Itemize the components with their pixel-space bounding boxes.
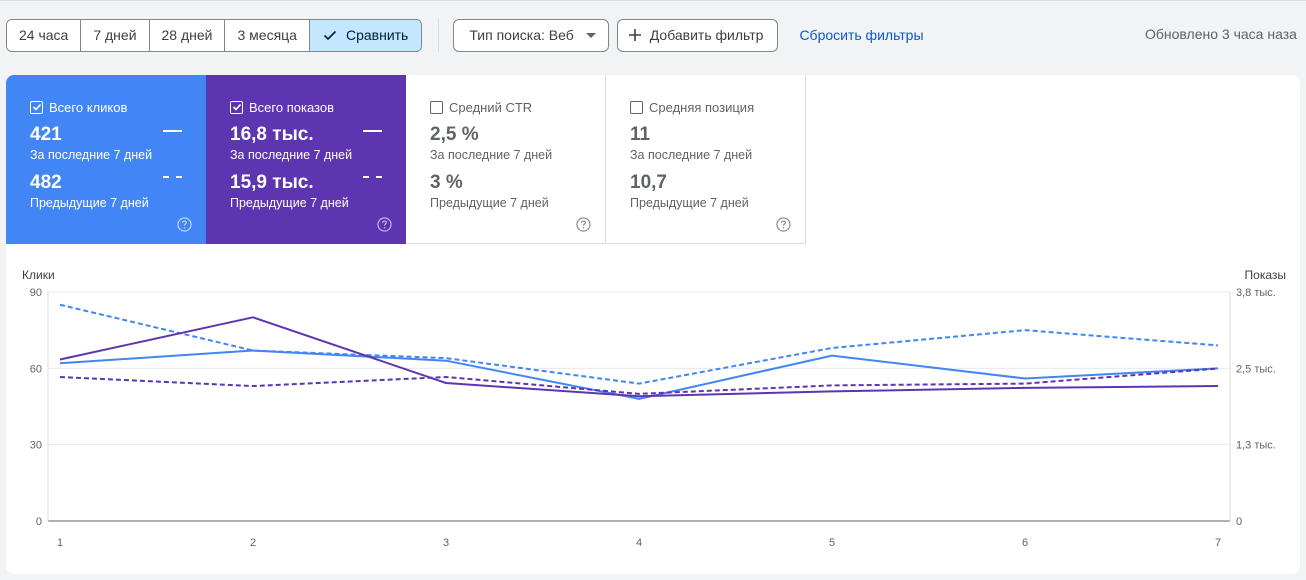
help-icon[interactable] (377, 217, 392, 232)
help-icon[interactable] (177, 217, 192, 232)
metric-value: 11 (630, 124, 651, 145)
metric-average-ctr[interactable]: Средний CTR 2,5 % За последние 7 дней 3 … (406, 75, 606, 244)
metric-total-impressions[interactable]: Всего показов 16,8 тыс. За последние 7 д… (206, 75, 406, 244)
x-tick-label: 1 (57, 537, 63, 549)
metric-previous-period: Предыдущие 7 дней (430, 196, 549, 210)
metric-checkbox[interactable] (30, 100, 43, 114)
add-filter-button[interactable]: Добавить фильтр (616, 18, 779, 52)
right-axis-label: Показы (1245, 268, 1286, 282)
toolbar-divider (438, 18, 440, 52)
metric-title: Всего показов (249, 99, 334, 115)
reset-filters-link[interactable]: Сбросить фильтры (799, 27, 924, 43)
left-tick-label: 60 (30, 363, 42, 375)
metric-period: За последние 7 дней (230, 148, 353, 162)
metric-title-row: Всего показов (230, 99, 406, 115)
compare-button[interactable]: Сравнить (309, 19, 422, 51)
search-type-label: Тип поиска: Веб (469, 27, 574, 43)
metric-previous-value: 3 % (430, 172, 463, 193)
metric-value: 2,5 % (430, 124, 479, 145)
series-line-3 (59, 316, 1219, 398)
legend-solid-line (163, 130, 182, 132)
metric-title-row: Средний CTR (430, 99, 605, 115)
performance-card: Всего кликов 421 За последние 7 дней 482… (6, 75, 1300, 574)
left-tick-label: 0 (36, 516, 42, 528)
metric-value: 421 (30, 124, 62, 145)
x-tick-label: 7 (1215, 537, 1221, 549)
left-axis-label: Клики (22, 268, 55, 282)
check-icon (323, 30, 337, 41)
series-line-2 (59, 303, 1219, 385)
x-tick-label: 3 (443, 537, 449, 549)
range-24h-button[interactable]: 24 часа (7, 19, 82, 51)
x-tick-label: 6 (1022, 537, 1028, 549)
legend-dashed-line (163, 176, 182, 178)
metric-previous-value: 482 (30, 172, 62, 193)
x-tick-label: 4 (636, 537, 642, 549)
metric-title-row: Всего кликов (30, 99, 206, 115)
metric-title: Средняя позиция (649, 99, 755, 115)
metric-title-row: Средняя позиция (630, 99, 805, 115)
help-icon[interactable] (776, 217, 791, 232)
series-line-1 (59, 349, 1219, 400)
metric-average-position[interactable]: Средняя позиция 11 За последние 7 дней 1… (606, 75, 806, 244)
metric-title: Средний CTR (449, 99, 533, 115)
metric-period: За последние 7 дней (30, 148, 153, 162)
metric-checkbox[interactable] (630, 100, 643, 114)
search-type-dropdown[interactable]: Тип поиска: Веб (453, 18, 609, 52)
metric-period: За последние 7 дней (430, 148, 553, 162)
range-3m-button[interactable]: 3 месяца (225, 19, 310, 51)
metric-previous-value: 10,7 (630, 172, 667, 193)
series-line-4 (59, 367, 1219, 395)
metric-period: За последние 7 дней (630, 148, 753, 162)
x-tick-label: 2 (250, 537, 256, 549)
metric-title: Всего кликов (49, 99, 128, 115)
dropdown-arrow-icon (585, 32, 596, 38)
right-tick-label: 1,3 тыс. (1236, 440, 1276, 452)
plus-icon (628, 29, 641, 41)
right-tick-label: 3,8 тыс. (1236, 287, 1276, 299)
help-icon[interactable] (576, 217, 591, 232)
metric-checkbox[interactable] (430, 100, 443, 114)
metric-total-clicks[interactable]: Всего кликов 421 За последние 7 дней 482… (6, 75, 206, 244)
last-updated-text: Обновлено 3 часа наза (1145, 26, 1297, 42)
date-range-selector: 24 часа 7 дней 28 дней 3 месяца Сравнить (6, 18, 423, 52)
legend-solid-line (363, 130, 382, 132)
performance-chart[interactable]: Клики Показы 0 30 60 90 0 1,3 тыс. 2,5 тыс. 3,8… (6, 244, 1300, 574)
metric-value: 16,8 тыс. (230, 124, 314, 145)
metric-previous-value: 15,9 тыс. (230, 172, 314, 193)
metric-checkbox[interactable] (230, 100, 243, 114)
left-tick-label: 30 (30, 440, 42, 452)
range-28d-button[interactable]: 28 дней (149, 19, 226, 51)
right-tick-label: 2,5 тыс. (1236, 363, 1276, 375)
x-tick-label: 5 (829, 537, 835, 549)
left-tick-label: 90 (30, 287, 42, 299)
legend-dashed-line (363, 176, 382, 178)
metric-previous-period: Предыдущие 7 дней (30, 196, 149, 210)
top-divider (0, 0, 1306, 3)
range-7d-button[interactable]: 7 дней (81, 19, 150, 51)
toolbar: 24 часа 7 дней 28 дней 3 месяца Сравнить… (6, 18, 924, 52)
metric-previous-period: Предыдущие 7 дней (630, 196, 749, 210)
right-tick-label: 0 (1236, 516, 1242, 528)
compare-label: Сравнить (345, 27, 409, 43)
add-filter-label: Добавить фильтр (649, 27, 764, 43)
metric-previous-period: Предыдущие 7 дней (230, 196, 349, 210)
